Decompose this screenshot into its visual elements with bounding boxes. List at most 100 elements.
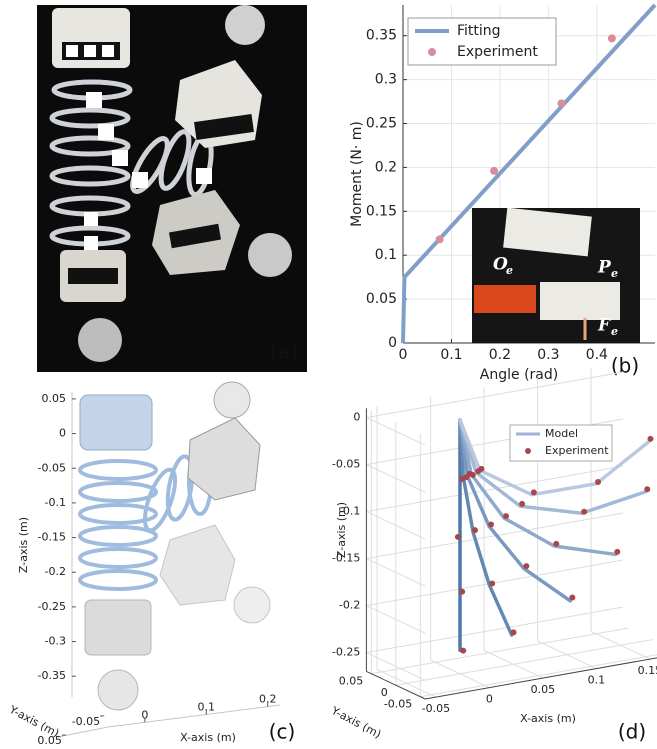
x-tick-label: 0 [141, 708, 148, 721]
panel-label: (a) [270, 340, 298, 364]
render-part [80, 571, 156, 589]
z-tick-label: 0.05 [42, 392, 67, 405]
render-part [160, 525, 235, 605]
data-point [460, 648, 466, 654]
y-tick-label: 0.1 [375, 247, 397, 263]
data-point [608, 34, 616, 42]
z-tick-label: -0.3 [45, 635, 66, 648]
data-point [478, 466, 484, 472]
y-tick-label: -0.05 [384, 698, 412, 711]
panel-label: (d) [618, 720, 646, 744]
inset-label: P [597, 258, 612, 278]
z-tick-label: -0.2 [45, 565, 66, 578]
data-point [503, 513, 509, 519]
x-axis-label: X-axis (m) [520, 712, 576, 725]
inset-block [540, 282, 620, 320]
data-point [644, 486, 650, 492]
data-point [523, 563, 529, 569]
data-point [647, 436, 653, 442]
y-tick-label: 0.35 [366, 28, 397, 44]
legend-label: Experiment [457, 44, 538, 60]
inset-label-sub: e [611, 325, 618, 338]
z-tick-label: -0.25 [332, 646, 360, 659]
inset-block [474, 285, 536, 313]
data-point [511, 629, 517, 635]
z-tick-label: -0.2 [339, 599, 360, 612]
z-tick-label: 0 [59, 427, 66, 440]
x-tick-label: 0.1 [198, 700, 216, 713]
z-tick-label: -0.05 [38, 461, 66, 474]
data-point [569, 594, 575, 600]
z-tick-label: -0.15 [38, 531, 66, 544]
render-part [188, 418, 260, 500]
render-part [98, 670, 138, 710]
y-tick-label: -0.05 [72, 715, 100, 728]
render-part [80, 461, 156, 479]
z-tick-label: -0.35 [38, 669, 66, 682]
y-tick-label: 0.25 [366, 116, 397, 132]
x-tick-label: 0.4 [586, 347, 608, 363]
z-tick-label: -0.1 [45, 496, 66, 509]
x-axis-label: Angle (rad) [480, 367, 558, 383]
inset-label-sub: e [611, 267, 618, 280]
legend-swatch [428, 48, 436, 56]
x-tick-label: 0.3 [537, 347, 559, 363]
x-tick-label: 0.05 [531, 683, 556, 696]
data-point [455, 534, 461, 540]
z-tick-label: -0.25 [38, 600, 66, 613]
data-point [581, 509, 587, 515]
legend-swatch [525, 448, 531, 454]
box-edge [108, 705, 280, 727]
x-tick-label: 0 [399, 347, 408, 363]
y-tick-label: 0.3 [375, 72, 397, 88]
render-part [80, 549, 156, 567]
render-part [80, 483, 156, 501]
data-point [519, 501, 525, 507]
legend-label: Model [545, 427, 578, 440]
z-tick-label: 0 [353, 411, 360, 424]
data-point [470, 472, 476, 478]
data-point [472, 527, 478, 533]
y-tick-label: 0.15 [366, 203, 397, 219]
y-tick-label: 0 [381, 686, 388, 699]
grid-line [366, 607, 623, 653]
x-tick-label: 0.2 [489, 347, 511, 363]
inset-label: F [597, 316, 612, 336]
inset-label-sub: e [506, 264, 513, 277]
data-point [488, 521, 494, 527]
x-tick-label: 0.15 [638, 664, 657, 677]
data-point [614, 549, 620, 555]
z-axis-label: Z-axis (m) [17, 517, 30, 573]
legend-label: Experiment [545, 444, 609, 457]
y-axis-label: Moment (N· m) [349, 121, 365, 227]
data-point [489, 581, 495, 587]
x-tick-label: 0.1 [588, 674, 606, 687]
data-point [595, 479, 601, 485]
data-point [459, 589, 465, 595]
z-axis-label: Z-axis (m) [335, 502, 348, 558]
y-tick-label: 0.05 [339, 675, 364, 688]
data-point [490, 167, 498, 175]
render-c [58, 382, 280, 737]
data-point [531, 489, 537, 495]
x-tick-label: 0 [486, 693, 493, 706]
photo-a [37, 5, 307, 372]
render-part [80, 527, 156, 545]
legend-label: Fitting [457, 23, 501, 39]
x-tick-label: 0.2 [259, 693, 277, 706]
render-part [80, 395, 152, 450]
z-tick-label: -0.05 [332, 458, 360, 471]
y-tick-label: 0.2 [375, 159, 397, 175]
x-axis-label: X-axis (m) [180, 731, 236, 744]
x-tick-label: 0.1 [440, 347, 462, 363]
render-part [85, 600, 151, 655]
data-point [553, 541, 559, 547]
x-tick-label: -0.05 [422, 702, 450, 715]
figure: (a) 0 0.1 0.2 0.3 0.4 0 0.05 0.1 0.15 0.2 0.25 0.3 0… [0, 0, 657, 749]
data-point [436, 235, 444, 243]
y-axis-label: Y-axis (m) [328, 704, 383, 741]
y-tick-label: 0 [388, 335, 397, 351]
y-axis-label: Y-axis (m) [6, 703, 61, 740]
y-tick-label: 0.05 [366, 291, 397, 307]
render-part [234, 587, 270, 623]
